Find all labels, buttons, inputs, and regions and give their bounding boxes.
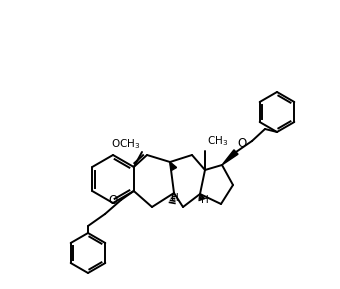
Polygon shape	[222, 150, 238, 165]
Text: H: H	[201, 195, 209, 205]
Text: O: O	[109, 194, 118, 207]
Text: CH$_3$: CH$_3$	[207, 134, 228, 148]
Text: O: O	[237, 137, 246, 150]
Text: OCH$_3$: OCH$_3$	[110, 137, 140, 151]
Text: H: H	[171, 193, 179, 203]
Polygon shape	[170, 162, 176, 171]
